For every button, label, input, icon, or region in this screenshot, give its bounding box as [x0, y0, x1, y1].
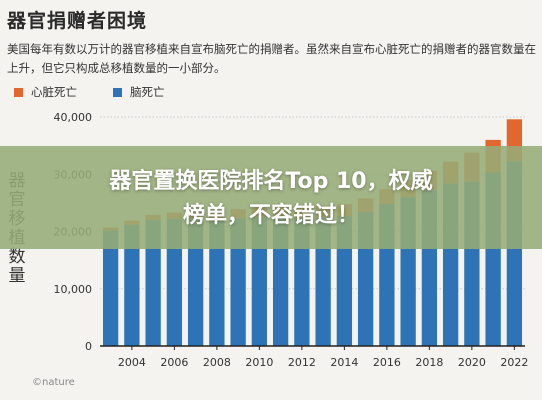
legend-item-cardiac-death: 心脏死亡 — [14, 84, 77, 100]
x-tick-label: 2012 — [288, 356, 316, 369]
bar-brain-death — [102, 230, 119, 346]
chart-title: 器官捐赠者困境 — [7, 10, 148, 32]
x-tick-label: 2022 — [500, 356, 528, 369]
bar-brain-death — [145, 220, 161, 346]
x-tick-label: 2010 — [245, 356, 273, 369]
overlay-headline-line-2: 榜单，不容错过！ — [182, 203, 359, 228]
bar-brain-death — [230, 218, 246, 346]
chart-subtitle: 美国每年有数以万计的器官移植来自宣布脑死亡的捐赠者。虽然来自宣布心脏死亡的捐赠者… — [7, 42, 536, 75]
bar-brain-death — [187, 218, 204, 346]
bar-brain-death — [209, 219, 225, 346]
overlay-headline-line-1: 器官置换医院排名Top 10，权威 — [109, 169, 433, 194]
y-tick-label: 0 — [85, 340, 92, 353]
x-tick-label: 2016 — [373, 356, 401, 369]
x-tick-label: 2014 — [330, 356, 358, 369]
chart-legend: 心脏死亡 脑死亡 — [14, 84, 165, 100]
x-tick-label: 2006 — [160, 356, 188, 369]
overlay-banner — [0, 146, 542, 249]
x-tick-label: 2020 — [458, 356, 486, 369]
legend-swatch-cardiac-death — [14, 87, 23, 97]
legend-swatch-brain-death — [113, 87, 122, 97]
legend-label-brain-death: 脑死亡 — [130, 85, 165, 99]
nature-credit: ©nature — [32, 377, 75, 388]
bar-brain-death — [166, 218, 183, 346]
bar-brain-death — [294, 218, 310, 346]
y-tick-label: 40,000 — [54, 111, 93, 124]
legend-label-cardiac-death: 心脏死亡 — [31, 85, 77, 99]
x-tick-label: 2004 — [118, 356, 146, 369]
x-tick-label: 2018 — [415, 356, 443, 369]
bar-brain-death — [315, 217, 331, 346]
bar-brain-death — [272, 217, 289, 346]
y-tick-label: 10,000 — [54, 283, 93, 296]
overlay-headline: 器官置换医院排名Top 10，权威 榜单，不容错过！ — [0, 165, 542, 233]
bar-brain-death — [251, 217, 268, 346]
x-tick-label: 2008 — [203, 356, 231, 369]
legend-item-brain-death: 脑死亡 — [113, 84, 165, 100]
bar-brain-death — [124, 224, 140, 346]
